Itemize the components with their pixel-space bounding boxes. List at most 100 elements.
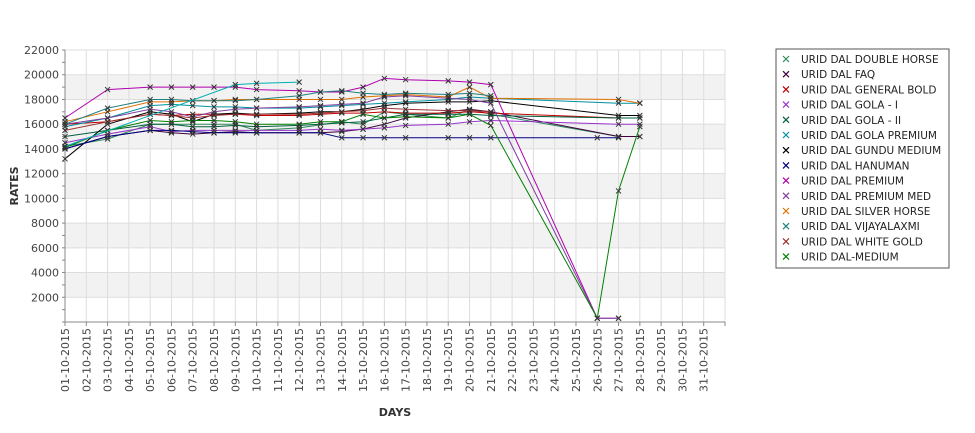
legend-item: URID DAL GOLA - I	[782, 100, 898, 112]
data-point	[338, 127, 345, 134]
data-point	[211, 97, 217, 104]
data-point	[487, 134, 494, 141]
data-point	[296, 127, 303, 134]
axes	[62, 49, 726, 326]
data-point	[445, 121, 452, 128]
data-point	[360, 100, 366, 107]
x-tick-label: 02-10-2015	[80, 328, 93, 392]
x-tick-label: 11-10-2015	[272, 328, 285, 392]
legend-label: URID DAL WHITE GOLD	[801, 236, 923, 248]
data-point	[402, 92, 409, 99]
y-tick-label: 10000	[24, 192, 59, 205]
x-tick-label: 06-10-2015	[165, 328, 178, 392]
x-tick-label: 01-10-2015	[59, 328, 72, 392]
data-point	[296, 79, 303, 85]
data-point	[487, 117, 494, 124]
data-point	[466, 79, 473, 85]
data-point	[615, 188, 622, 194]
legend-item: URID DAL VIJAYALAXMI	[782, 221, 920, 233]
data-point	[232, 129, 239, 136]
y-tick-label: 6000	[31, 242, 59, 255]
legend-label: URID DAL PREMIUM	[801, 176, 904, 188]
legend-label: URID DAL HANUMAN	[801, 160, 910, 172]
data-point	[615, 134, 622, 141]
x-tick-label: 30-10-2015	[676, 328, 689, 392]
data-point	[636, 123, 643, 130]
x-tick-label: 16-10-2015	[378, 328, 391, 392]
legend-marker	[782, 222, 790, 230]
series-12	[62, 87, 494, 128]
data-point	[317, 96, 324, 103]
data-point	[232, 127, 239, 134]
data-point	[402, 91, 409, 98]
data-point	[615, 115, 622, 121]
legend-label: URID DAL GOLA - II	[801, 115, 901, 127]
y-tick-labels: 2000 4000 6000 8000 10000 12000 14000 16000 1800…	[24, 44, 59, 304]
x-tick-label: 26-10-2015	[591, 328, 604, 392]
data-point	[487, 97, 494, 104]
data-point	[381, 134, 388, 141]
x-tick-label: 20-10-2015	[464, 328, 477, 392]
x-tick-label: 10-10-2015	[251, 328, 264, 392]
data-point	[402, 134, 409, 141]
legend-marker	[782, 253, 790, 261]
data-point	[317, 102, 324, 109]
x-tick-label: 25-10-2015	[570, 328, 583, 392]
data-point	[360, 90, 366, 97]
data-point	[317, 118, 324, 125]
data-point	[317, 129, 324, 136]
x-tick-label: 13-10-2015	[314, 328, 327, 392]
data-point	[296, 111, 303, 118]
x-tick-label: 15-10-2015	[357, 328, 370, 392]
data-point	[487, 100, 494, 107]
data-point	[253, 105, 260, 111]
data-point	[253, 86, 260, 93]
plot-bands	[65, 74, 725, 298]
data-point	[402, 106, 409, 113]
data-point	[253, 129, 260, 136]
data-point	[445, 107, 452, 114]
data-point	[381, 105, 388, 111]
data-point	[168, 127, 175, 134]
data-point	[296, 92, 303, 99]
data-point	[615, 96, 622, 103]
legend-label: URID DAL PREMIUM MED	[801, 191, 931, 203]
y-tick-label: 12000	[24, 168, 59, 181]
data-point	[636, 133, 643, 140]
data-point	[445, 115, 452, 121]
data-point	[168, 84, 175, 90]
legend-item: URID DAL GENERAL BOLD	[782, 84, 937, 96]
data-point	[232, 97, 239, 104]
data-point	[104, 86, 111, 93]
data-point	[381, 100, 388, 107]
data-point	[211, 129, 217, 136]
data-point	[338, 134, 345, 141]
x-tick-label: 29-10-2015	[655, 328, 668, 392]
series-group	[62, 75, 643, 322]
data-point	[594, 134, 601, 141]
data-point	[487, 92, 494, 99]
data-point	[62, 127, 68, 134]
legend-label: URID DAL GENERAL BOLD	[801, 84, 937, 96]
data-point	[636, 112, 643, 119]
data-point	[211, 117, 217, 124]
x-tick-labels: 01-10-2015 02-10-2015 03-10-2015 04-10-2015…	[59, 328, 711, 392]
y-tick-label: 8000	[31, 217, 59, 230]
y-tick-label: 4000	[31, 267, 59, 280]
data-point	[487, 95, 494, 102]
series-8	[62, 127, 622, 152]
y-tick-label: 18000	[24, 93, 59, 106]
legend-marker	[782, 55, 790, 63]
legend-marker	[782, 70, 790, 78]
legend-label: URID DAL VIJAYALAXMI	[801, 221, 920, 233]
data-point	[147, 127, 154, 134]
data-point	[445, 134, 452, 141]
data-point	[296, 104, 303, 110]
series-7	[62, 97, 643, 162]
data-point	[104, 133, 111, 140]
data-point	[147, 106, 154, 113]
legend-marker	[782, 131, 790, 139]
data-point	[466, 90, 473, 97]
data-point	[466, 118, 473, 125]
